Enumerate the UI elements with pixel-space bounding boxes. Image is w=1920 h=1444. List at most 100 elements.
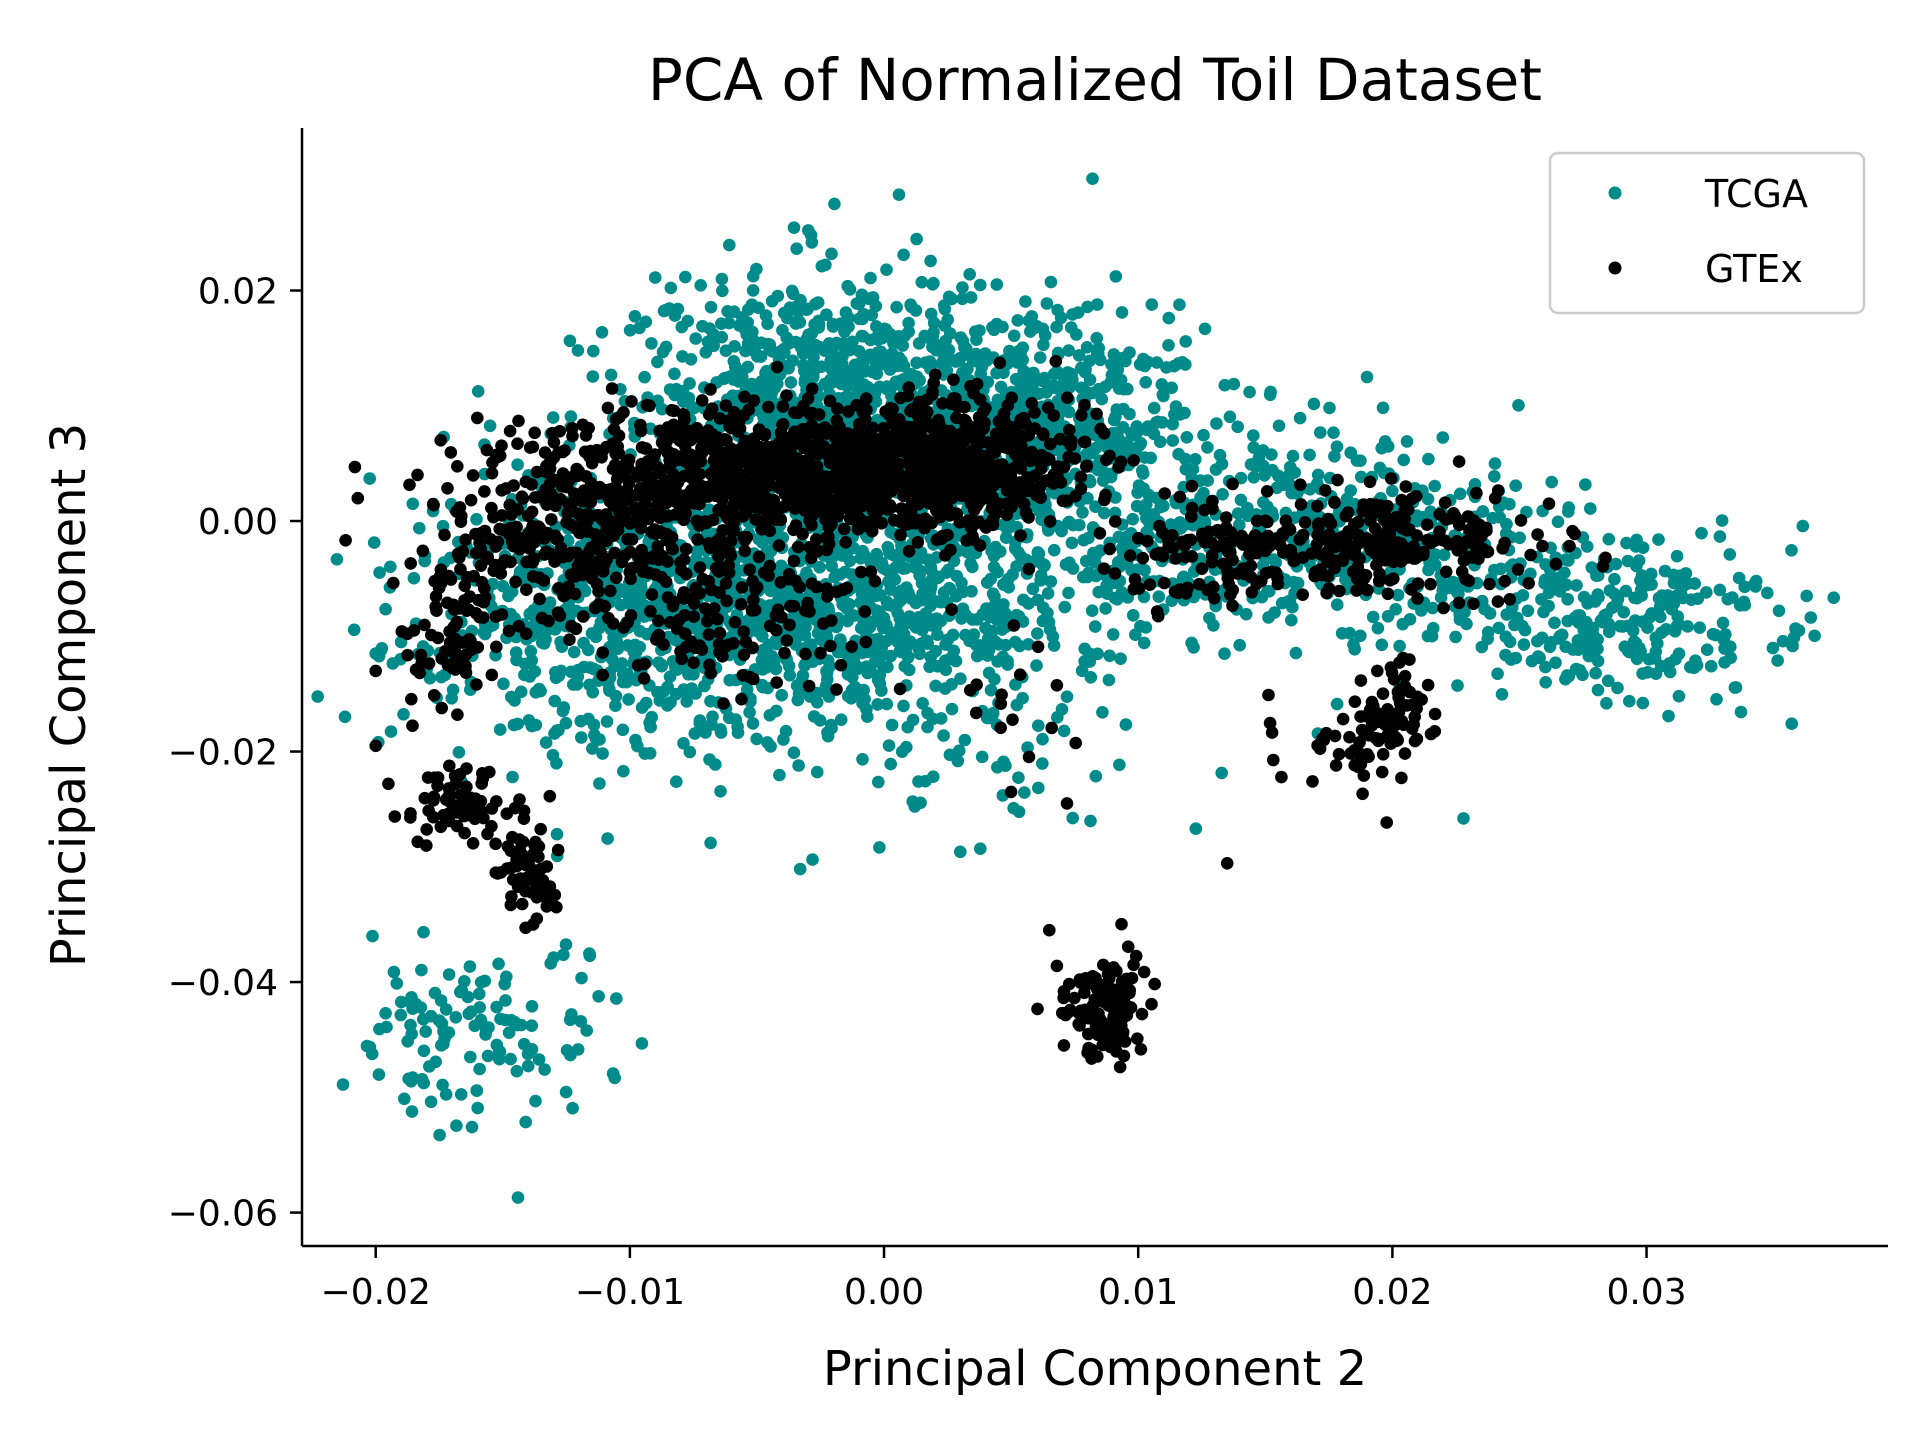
data-point-tcga [1033,351,1047,364]
data-point-gtex [760,447,773,460]
data-point-tcga [937,729,950,742]
data-point-gtex [434,434,448,447]
data-point-gtex [693,519,706,532]
data-point-tcga [1166,417,1179,431]
data-point-tcga [1436,582,1450,596]
data-point-gtex [770,360,784,374]
data-point-tcga [1645,607,1658,620]
data-point-tcga [525,1043,539,1056]
data-point-tcga [1139,376,1152,389]
data-point-tcga [904,635,917,648]
data-point-tcga [679,270,692,284]
data-point-tcga [743,706,756,719]
data-point-tcga [851,378,865,391]
data-point-tcga [715,272,729,286]
data-point-gtex [681,425,694,439]
data-point-gtex [848,437,861,451]
data-point-tcga [1179,335,1192,348]
data-point-tcga [1032,781,1045,795]
data-point-tcga [777,733,790,746]
data-point-tcga [614,598,627,612]
data-point-tcga [902,663,916,677]
data-point-tcga [1022,314,1036,328]
data-point-tcga [464,1050,477,1064]
data-point-tcga [954,672,967,685]
data-point-tcga [330,553,344,566]
data-point-tcga [433,1128,446,1142]
data-point-tcga [912,775,925,788]
data-point-gtex [776,400,790,413]
data-point-tcga [873,841,886,854]
data-point-gtex [691,533,704,546]
data-point-tcga [1047,543,1061,557]
data-point-tcga [504,1013,518,1027]
data-point-tcga [1109,410,1122,424]
data-point-tcga [524,645,538,658]
data-point-tcga [596,747,609,760]
data-point-tcga [1340,492,1354,506]
data-point-tcga [1561,614,1574,628]
data-point-gtex [480,443,494,457]
data-point-tcga [1796,519,1810,533]
data-point-tcga [792,759,805,772]
data-point-tcga [888,573,902,586]
data-point-tcga [1508,618,1521,632]
data-point-tcga [761,681,774,695]
data-point-tcga [1571,609,1585,622]
data-point-gtex [902,544,916,558]
data-point-tcga [1538,573,1552,587]
data-point-tcga [1072,349,1086,362]
data-point-tcga [1197,428,1210,442]
data-point-tcga [506,770,519,784]
data-point-gtex [837,522,851,536]
data-point-tcga [1421,492,1435,506]
data-point-tcga [938,302,952,316]
data-point-tcga [683,377,696,390]
data-point-tcga [783,669,797,682]
data-point-tcga [826,317,840,331]
data-point-tcga [1400,435,1414,448]
data-point-tcga [622,693,635,706]
data-point-tcga [668,367,681,381]
data-point-tcga [988,672,1001,686]
data-point-gtex [701,424,715,437]
data-point-tcga [1201,441,1214,454]
data-point-tcga [1808,629,1821,643]
data-point-tcga [1021,741,1034,754]
data-point-tcga [873,668,887,682]
data-point-tcga [1106,437,1119,450]
data-point-tcga [1629,540,1643,553]
data-point-tcga [807,710,821,723]
data-point-gtex [902,381,915,394]
data-point-tcga [601,832,614,845]
data-point-tcga [921,720,934,734]
data-point-gtex [478,485,491,498]
data-point-tcga [470,1084,484,1097]
data-point-tcga [645,337,658,350]
data-point-tcga [893,612,907,625]
data-point-tcga [449,1011,463,1024]
data-point-tcga [1552,632,1566,645]
data-point-tcga [643,747,657,760]
data-point-tcga [996,650,1010,664]
data-point-tcga [923,586,937,599]
data-point-tcga [1064,321,1078,334]
data-point-tcga [797,358,810,372]
data-point-tcga [463,960,477,973]
data-point-tcga [1488,457,1502,470]
data-point-tcga [1057,724,1071,738]
data-point-tcga [1623,694,1636,708]
data-point-tcga [815,360,828,374]
data-point-tcga [1065,536,1079,550]
data-point-gtex [776,468,790,481]
data-point-tcga [1047,639,1061,652]
data-point-tcga [1676,580,1689,594]
data-point-tcga [787,746,801,759]
data-point-tcga [1201,474,1214,487]
data-point-tcga [990,278,1004,291]
data-point-gtex [993,356,1007,370]
data-point-gtex [552,446,565,459]
data-point-tcga [1091,463,1105,477]
data-point-tcga [1156,388,1170,402]
data-point-tcga [1111,363,1125,376]
